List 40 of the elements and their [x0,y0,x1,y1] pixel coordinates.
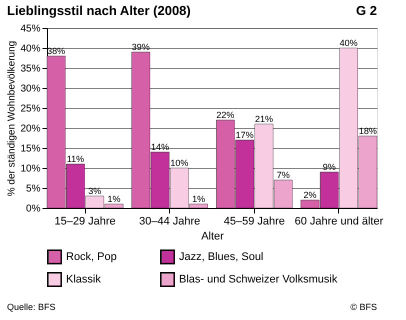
data-label: 39% [132,42,150,52]
data-label: 2% [303,190,317,200]
source-note: Quelle: BFS [7,302,56,312]
data-label: 21% [254,114,273,124]
legend-label: Jazz, Blues, Soul [179,250,264,263]
x-tick-label: 30–44 Jahre [139,216,200,228]
data-label: 9% [322,162,336,172]
data-label: 3% [88,186,102,196]
x-tick-label: 45–59 Jahre [224,216,285,228]
x-tick-label: 15–29 Jahre [54,216,116,228]
text: G 2 [356,3,377,18]
data-label: 1% [192,194,206,204]
data-label: 11% [66,154,84,164]
data-label: 1% [107,194,121,204]
y-tick-label: 25% [20,104,41,114]
legend-label: Blas- und Schweizer Volksmusik [179,274,338,286]
legend-label: Rock, Pop [66,250,117,263]
legend-label: Klassik [66,274,102,286]
y-tick-label: 10% [20,164,41,174]
data-label: 17% [236,130,254,140]
data-label: 10% [170,158,188,168]
data-label: 22% [216,110,234,120]
y-tick-label: 35% [20,64,41,74]
data-label: 7% [276,170,290,180]
text: © BFS [350,302,377,312]
y-axis-title: % der ständigen Wohnbevölkerung [6,40,18,196]
x-tick-label: 60 Jahre und älter [294,216,384,228]
y-tick-label: 20% [20,124,41,134]
y-tick-label: 30% [20,84,41,94]
y-tick-label: 40% [20,44,41,54]
data-label: 40% [340,38,358,48]
y-tick-label: 5% [26,184,41,194]
y-tick-label: 45% [20,24,41,34]
x-axis-title: Alter [201,230,224,242]
chart-title: Lieblingsstil nach Alter (2008) [7,3,191,18]
y-tick-label: 0% [26,204,41,214]
data-label: 18% [358,126,377,136]
data-label: 38% [47,46,66,56]
data-label: 14% [151,142,170,152]
y-tick-label: 15% [20,144,41,154]
